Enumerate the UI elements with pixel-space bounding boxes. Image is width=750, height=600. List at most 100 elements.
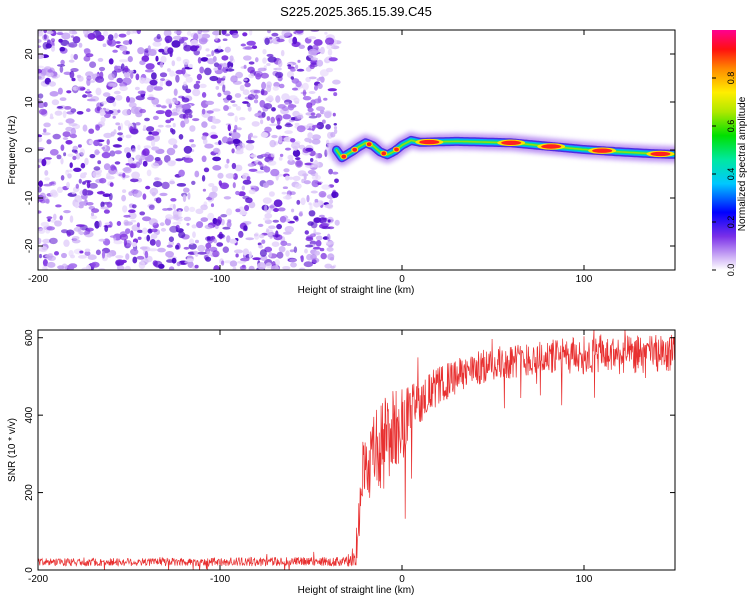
noise-blob [51,76,59,79]
noise-blob [144,69,154,73]
noise-blob [204,143,214,149]
noise-blob [325,124,331,130]
noise-blob [243,78,248,82]
noise-blob [240,43,246,47]
noise-blob [103,209,110,214]
noise-blob [63,210,71,214]
noise-blob [42,238,51,244]
noise-blob [38,38,42,44]
noise-blob [71,77,76,82]
ridge-hot-spot [394,147,399,152]
noise-blob [45,43,52,49]
noise-blob [213,265,220,270]
noise-blob [267,160,277,166]
noise-blob [112,144,121,148]
noise-blob [320,223,330,228]
spectrogram-y-label: Frequency (Hz) [7,116,18,185]
noise-blob [101,151,111,159]
noise-blob [38,54,44,59]
noise-blob [275,114,283,122]
noise-blob [235,253,239,258]
noise-blob [117,137,123,142]
noise-blob [166,147,176,156]
noise-blob [213,147,220,154]
noise-blob [171,40,181,48]
noise-blob [210,125,217,130]
noise-blob [56,186,64,193]
noise-blob [56,32,64,36]
noise-blob [142,246,151,252]
noise-blob [226,235,231,243]
noise-blob [60,175,65,181]
noise-blob [189,206,196,212]
noise-blob [135,161,141,168]
noise-blob [192,231,196,238]
spectrogram-y-ticks: 20 10 0 -10 -20 [24,48,675,253]
noise-blob [130,248,139,256]
noise-blob [196,221,204,229]
noise-blob [109,235,118,238]
noise-blob [123,239,127,246]
noise-blob [46,216,53,220]
noise-blob [294,122,300,126]
noise-blob [313,39,323,46]
noise-blob [262,182,269,188]
noise-blob [183,157,194,163]
noise-blob [289,249,295,253]
noise-blob [97,57,104,62]
noise-blob [206,110,214,114]
noise-blob [236,127,242,131]
x-tick-label: -100 [210,574,230,585]
noise-blob [309,203,313,211]
noise-blob [222,226,231,230]
noise-blob [263,103,273,110]
ridge-hot-spot [592,148,613,153]
noise-blob [136,222,140,228]
noise-blob [65,118,75,124]
noise-blob [89,61,97,68]
noise-blob [291,142,301,149]
colorbar-tick-label: 0.4 [726,168,736,181]
noise-blob [325,37,335,46]
noise-blob [248,251,252,259]
noise-blob [295,80,302,88]
noise-blob [89,154,96,159]
noise-blob [130,106,139,114]
noise-blob [211,50,215,57]
noise-blob [269,123,278,127]
noise-blob [276,223,282,230]
noise-blob [122,189,127,194]
noise-blob [114,150,122,155]
noise-blob [332,171,339,175]
noise-blob [41,158,47,167]
noise-blob [84,251,91,256]
noise-blob [316,78,321,81]
noise-blob [248,61,255,65]
noise-blob [175,158,183,162]
noise-blob [248,189,256,195]
noise-blob [316,106,325,112]
noise-blob [286,243,292,246]
x-tick-label: -100 [210,274,230,285]
noise-blob [182,84,189,91]
noise-blob [218,140,222,146]
noise-blob [85,90,92,94]
noise-blob [224,46,231,53]
noise-blob [38,108,48,115]
noise-blob [241,185,245,191]
noise-blob [303,173,307,181]
noise-blob [264,204,268,213]
noise-blob [68,42,78,48]
noise-blob [47,218,51,222]
noise-blob [136,177,143,183]
noise-blob [291,208,295,213]
noise-blob [115,41,121,44]
noise-blob [313,202,320,208]
noise-blob [181,97,190,103]
ridge-hot-spot [366,142,372,147]
noise-blob [282,186,288,189]
noise-blob [333,128,338,134]
noise-blob [232,138,241,144]
noise-blob [250,154,257,158]
noise-blob [135,73,140,81]
